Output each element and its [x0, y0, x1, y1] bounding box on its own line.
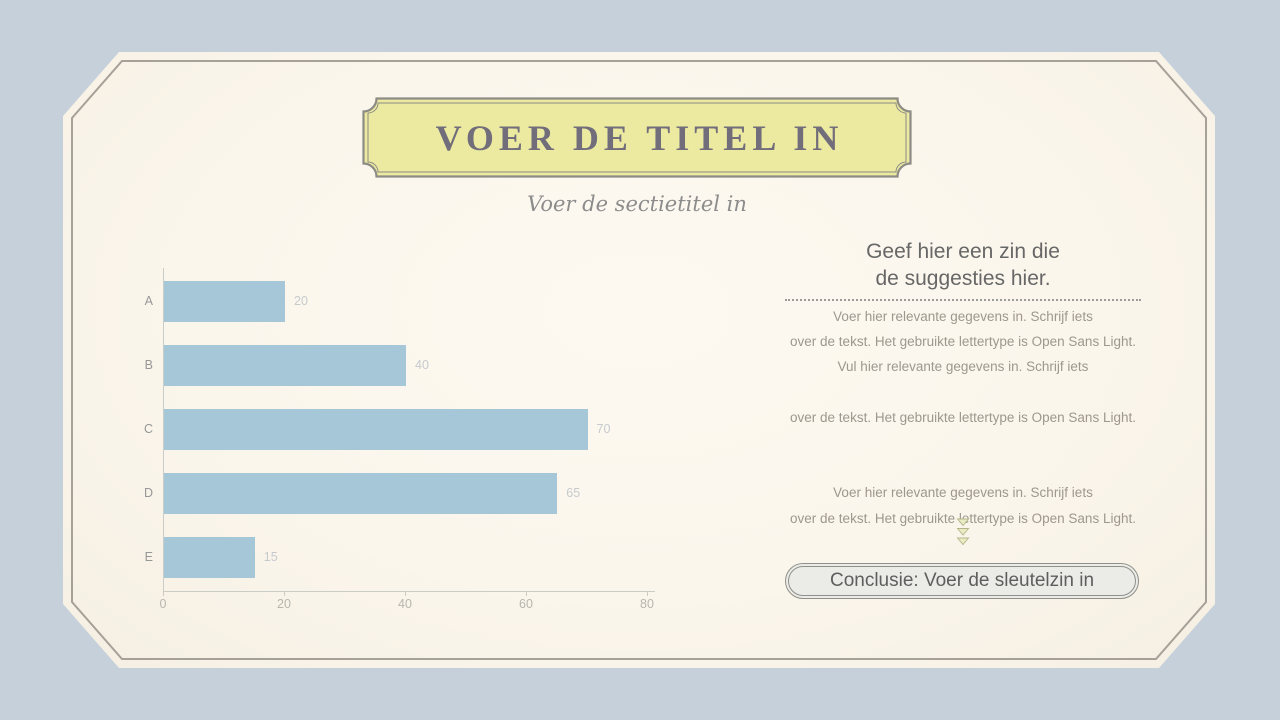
- x-tick-label-60: 60: [519, 597, 533, 611]
- panel-heading: Geef hier een zin die de suggesties hier…: [866, 240, 1060, 290]
- y-axis: [163, 268, 164, 592]
- value-label-c: 70: [596, 422, 611, 436]
- x-axis-tick: [647, 592, 648, 596]
- x-axis-tick: [405, 592, 406, 596]
- panel-body-text: Voer hier relevante gegevens in. Schrijf…: [790, 309, 1136, 526]
- conclusion-inner-border: Conclusie: Voer de sleutelzin in: [788, 566, 1136, 596]
- x-axis-tick: [526, 592, 527, 596]
- category-label-e: E: [144, 550, 153, 564]
- category-label-c: C: [143, 422, 153, 436]
- chevron-down-icon: [956, 518, 970, 546]
- x-axis-tick: [284, 592, 285, 596]
- x-tick-label-20: 20: [277, 597, 291, 611]
- category-label-b: B: [144, 358, 153, 372]
- bar-d: [164, 473, 558, 514]
- x-tick-label-80: 80: [640, 597, 654, 611]
- bar-chart: A 20 B 40 C 70 D 65 E 15 0 20 40 60 80: [144, 268, 683, 618]
- conclusion-label: Conclusie: Voer de sleutelzin in: [829, 570, 1095, 591]
- x-tick-label-40: 40: [398, 597, 412, 611]
- x-axis-tick: [163, 592, 164, 596]
- bar-a: [164, 281, 285, 322]
- value-label-a: 20: [294, 294, 308, 308]
- banner-plaque-frame: [362, 97, 912, 178]
- category-label-a: A: [144, 294, 153, 308]
- category-label-d: D: [143, 486, 153, 500]
- slide-title: VOER DE TITEL IN: [435, 117, 844, 158]
- bar-c: [164, 409, 588, 450]
- suggestion-panel: Geef hier een zin die de suggesties hier…: [785, 238, 1141, 618]
- x-tick-label-0: 0: [159, 597, 167, 611]
- value-label-e: 15: [263, 550, 278, 564]
- value-label-d: 65: [566, 486, 581, 500]
- conclusion-button[interactable]: Conclusie: Voer de sleutelzin in: [785, 563, 1139, 599]
- bar-e: [164, 537, 255, 578]
- x-axis: [163, 591, 655, 592]
- dotted-divider: [785, 299, 1141, 301]
- section-subtitle: Voer de sectietitel in: [527, 192, 747, 216]
- bar-b: [164, 345, 406, 386]
- title-banner: VOER DE TITEL IN: [362, 97, 912, 178]
- value-label-b: 40: [415, 358, 429, 372]
